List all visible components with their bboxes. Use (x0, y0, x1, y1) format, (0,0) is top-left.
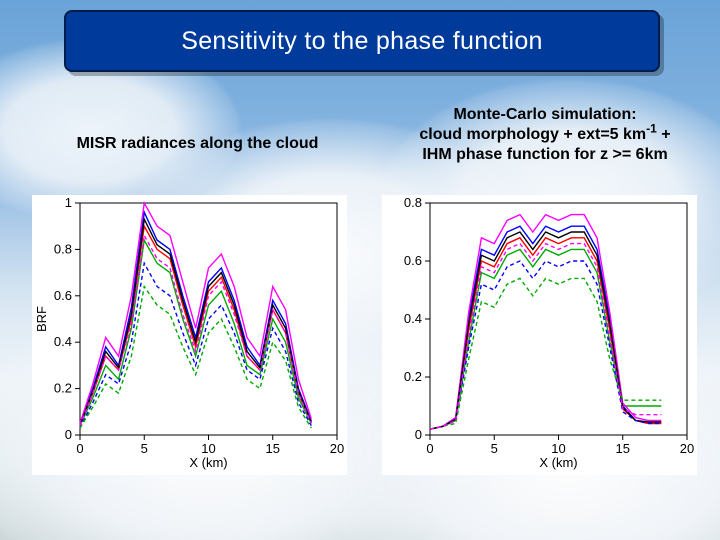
x-tick-label: 15 (266, 441, 280, 456)
series-green-solid (80, 240, 311, 426)
x-tick-label: 10 (551, 441, 565, 456)
slide-root: Sensitivity to the phase function MISR r… (0, 0, 720, 540)
y-tick-label: 0.4 (404, 311, 422, 326)
chart-svg: 0 5 10 15 20 0 0.2 0.4 0.6 0.8 X (km) (382, 195, 697, 475)
series-black-solid (80, 219, 311, 425)
chart-right: 0 5 10 15 20 0 0.2 0.4 0.6 0.8 X (km) (382, 195, 697, 475)
y-tick-label: 0.2 (54, 381, 72, 396)
x-axis-label: X (km) (539, 455, 577, 470)
subtitle-left: MISR radiances along the cloud (65, 135, 330, 153)
x-tick-label: 10 (201, 441, 215, 456)
subtitle-right-line1: Monte-Carlo simulation: (453, 106, 636, 123)
x-tick-label: 20 (680, 441, 694, 456)
x-tick-label: 20 (330, 441, 344, 456)
y-tick-label: 1 (65, 195, 72, 210)
y-axis-label: BRF (34, 306, 49, 332)
y-tick-label: 0.4 (54, 334, 72, 349)
subtitle-right-line2-super: -1 (646, 122, 657, 136)
subtitle-right-line2b: + (657, 126, 671, 143)
x-tick-label: 5 (141, 441, 148, 456)
y-tick-label: 0 (65, 427, 72, 442)
x-tick-label: 15 (616, 441, 630, 456)
x-tick-label: 0 (426, 441, 433, 456)
subtitle-left-text: MISR radiances along the cloud (77, 135, 319, 152)
chart-svg: 0 5 10 15 20 0 0.2 0.4 0.6 0.8 1 X (km) BRF (32, 195, 347, 475)
chart-left: 0 5 10 15 20 0 0.2 0.4 0.6 0.8 1 X (km) BRF (32, 195, 347, 475)
series-magenta-solid (430, 215, 661, 430)
y-tick-label: 0.8 (404, 195, 422, 210)
subtitle-right-line3: IHM phase function for z >= 6km (422, 146, 667, 163)
subtitle-right-line2a: cloud morphology + ext=5 km (419, 126, 646, 143)
x-tick-label: 0 (76, 441, 83, 456)
slide-title-bar: Sensitivity to the phase function (64, 10, 660, 72)
subtitle-right: Monte-Carlo simulation: cloud morphology… (395, 105, 695, 165)
y-tick-label: 0 (415, 427, 422, 442)
x-tick-label: 5 (491, 441, 498, 456)
series-magenta-dashed (80, 235, 311, 425)
y-tick-label: 0.6 (404, 253, 422, 268)
series-magenta-dashed (430, 244, 661, 430)
x-axis-label: X (km) (189, 455, 227, 470)
series-blue-solid (430, 226, 661, 429)
y-tick-label: 0.2 (404, 369, 422, 384)
y-tick-label: 0.8 (54, 241, 72, 256)
y-tick-label: 0.6 (54, 288, 72, 303)
slide-title-text: Sensitivity to the phase function (181, 27, 543, 56)
